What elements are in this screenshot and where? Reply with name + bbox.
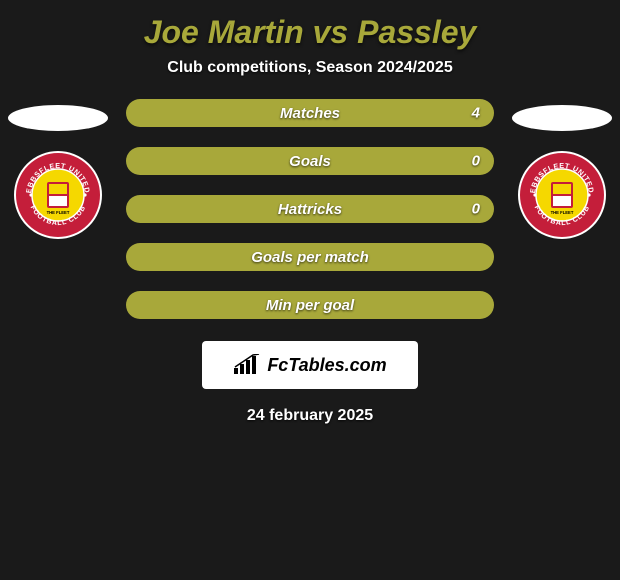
main-row: Matches 4 Goals 0 Hattricks 0 Goals per …: [0, 105, 620, 319]
stat-label: Min per goal: [266, 297, 354, 314]
page-subtitle: Club competitions, Season 2024/2025: [0, 59, 620, 77]
stat-value: 0: [472, 153, 480, 170]
stat-bar-matches: Matches 4: [126, 99, 494, 127]
stat-label: Matches: [280, 105, 340, 122]
comparison-card: Joe Martin vs Passley Club competitions,…: [0, 0, 620, 435]
player-right-column: [512, 105, 612, 239]
stat-bar-min-per-goal: Min per goal: [126, 291, 494, 319]
stat-label: Hattricks: [278, 201, 342, 218]
page-title: Joe Martin vs Passley: [0, 14, 620, 51]
player-left-placeholder: [8, 105, 108, 131]
stat-value: 0: [472, 201, 480, 218]
stat-bar-goals: Goals 0: [126, 147, 494, 175]
stat-value: 4: [472, 105, 480, 122]
stat-label: Goals: [289, 153, 331, 170]
stat-bar-hattricks: Hattricks 0: [126, 195, 494, 223]
stat-label: Goals per match: [251, 249, 369, 266]
brand-text: FcTables.com: [267, 355, 386, 376]
club-badge-left: [14, 151, 102, 239]
player-left-column: [8, 105, 108, 239]
chart-bars-icon: [233, 354, 261, 376]
brand-logo-box: FcTables.com: [202, 341, 418, 389]
player-right-placeholder: [512, 105, 612, 131]
stats-column: Matches 4 Goals 0 Hattricks 0 Goals per …: [126, 99, 494, 319]
stat-bar-goals-per-match: Goals per match: [126, 243, 494, 271]
club-badge-right: [518, 151, 606, 239]
date-text: 24 february 2025: [0, 407, 620, 425]
